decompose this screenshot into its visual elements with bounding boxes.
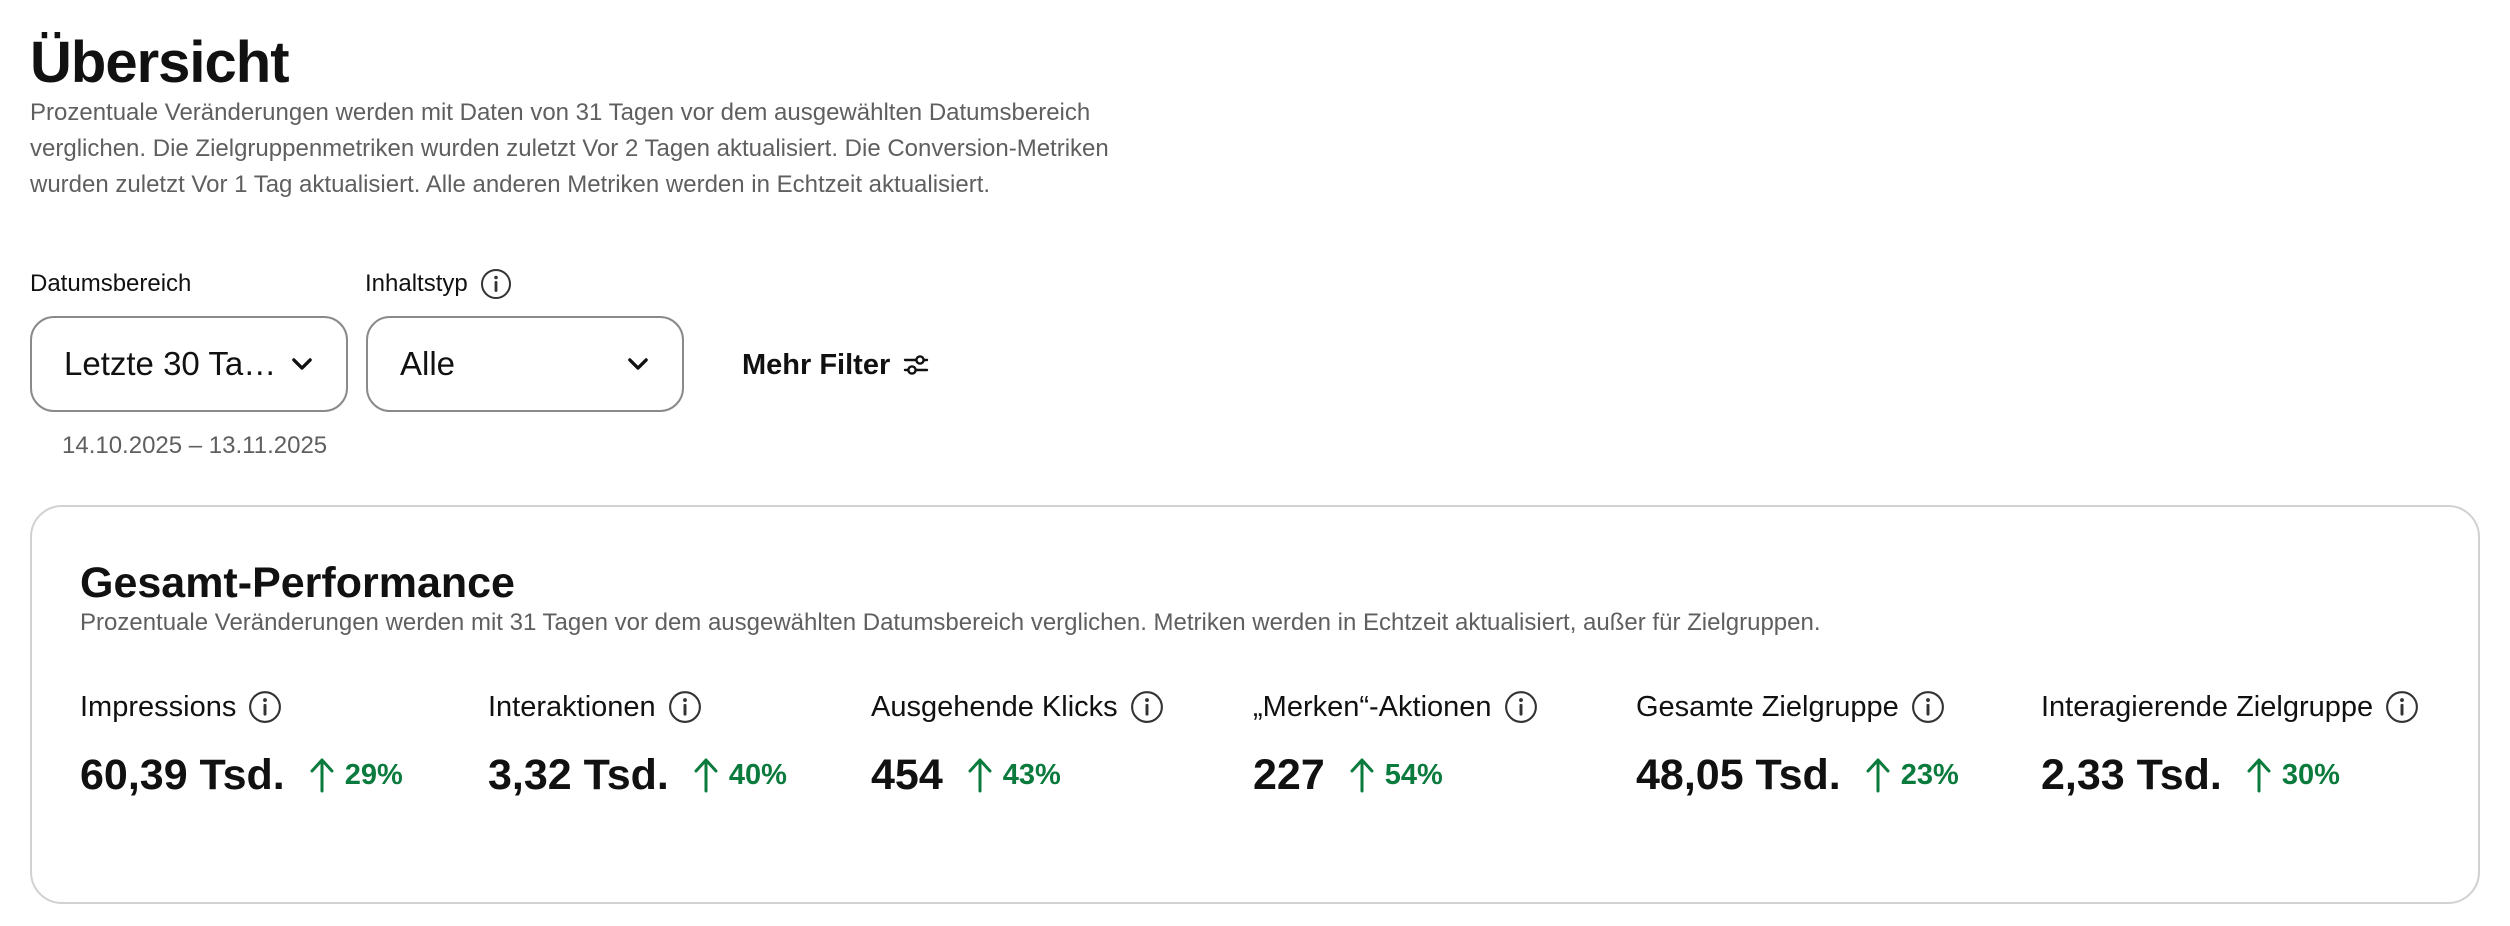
metric-change: 30% [2281, 759, 2340, 791]
info-icon[interactable] [480, 268, 512, 300]
performance-title: Gesamt-Performance [80, 559, 515, 607]
metric-outbound-clicks[interactable]: Ausgehende Klicks 454 43% [871, 687, 1164, 801]
metric-label: „Merken“-Aktionen [1253, 691, 1492, 723]
sliders-icon [902, 351, 930, 379]
info-icon[interactable] [1130, 690, 1164, 724]
metric-change: 23% [1900, 759, 1959, 791]
content-type-value: Alle [400, 345, 456, 382]
content-type-label: Inhaltstyp [365, 266, 512, 302]
page-description: Prozentuale Veränderungen werden mit Dat… [30, 99, 1109, 198]
metric-label: Ausgehende Klicks [871, 691, 1118, 723]
metric-value: 48,05 Tsd. [1636, 751, 1841, 799]
date-range-label-text: Datumsbereich [30, 270, 192, 297]
info-icon[interactable] [668, 690, 702, 724]
date-range-label: Datumsbereich [30, 266, 191, 302]
more-filters-label: Mehr Filter [742, 348, 891, 381]
metric-value: 2,33 Tsd. [2041, 751, 2222, 799]
more-filters-button[interactable]: Mehr Filter [742, 345, 930, 385]
metric-change: 40% [728, 759, 787, 791]
info-icon[interactable] [1911, 690, 1945, 724]
date-range-value: Letzte 30 Ta… [64, 345, 277, 382]
arrow-up-icon [691, 756, 721, 794]
performance-subtitle: Prozentuale Veränderungen werden mit 31 … [80, 609, 1821, 636]
metric-label: Gesamte Zielgruppe [1636, 691, 1899, 723]
arrow-up-icon [1347, 756, 1377, 794]
metric-change: 54% [1384, 759, 1443, 791]
info-icon[interactable] [2385, 690, 2419, 724]
content-type-label-text: Inhaltstyp [365, 270, 468, 297]
arrow-up-icon [2244, 756, 2274, 794]
metric-engaged-audience[interactable]: Interagierende Zielgruppe 2,33 Tsd. 30% [2041, 687, 2419, 801]
metric-change: 29% [344, 759, 403, 791]
metric-value: 227 [1253, 751, 1325, 799]
arrow-up-icon [965, 756, 995, 794]
metric-change: 43% [1002, 759, 1061, 791]
metric-label: Impressions [80, 691, 237, 723]
info-icon[interactable] [1504, 690, 1538, 724]
metric-interactions[interactable]: Interaktionen 3,32 Tsd. 40% [488, 687, 787, 801]
arrow-up-icon [307, 756, 337, 794]
arrow-up-icon [1863, 756, 1893, 794]
info-icon[interactable] [248, 690, 282, 724]
metric-value: 3,32 Tsd. [488, 751, 669, 799]
metric-impressions[interactable]: Impressions 60,39 Tsd. 29% [80, 687, 403, 801]
chevron-down-icon [624, 350, 652, 378]
metric-label: Interaktionen [488, 691, 656, 723]
metric-saves[interactable]: „Merken“-Aktionen 227 54% [1253, 687, 1538, 801]
content-type-select[interactable]: Alle [366, 316, 684, 412]
chevron-down-icon [288, 350, 316, 378]
page-title: Übersicht [30, 30, 290, 95]
date-range-select[interactable]: Letzte 30 Ta… [30, 316, 348, 412]
performance-card: Gesamt-Performance Prozentuale Veränderu… [30, 505, 2480, 904]
metric-label: Interagierende Zielgruppe [2041, 691, 2374, 723]
date-range-text: 14.10.2025 – 13.11.2025 [62, 432, 328, 459]
metric-value: 60,39 Tsd. [80, 751, 285, 799]
metric-value: 454 [871, 751, 943, 799]
metric-total-audience[interactable]: Gesamte Zielgruppe 48,05 Tsd. 23% [1636, 687, 1959, 801]
